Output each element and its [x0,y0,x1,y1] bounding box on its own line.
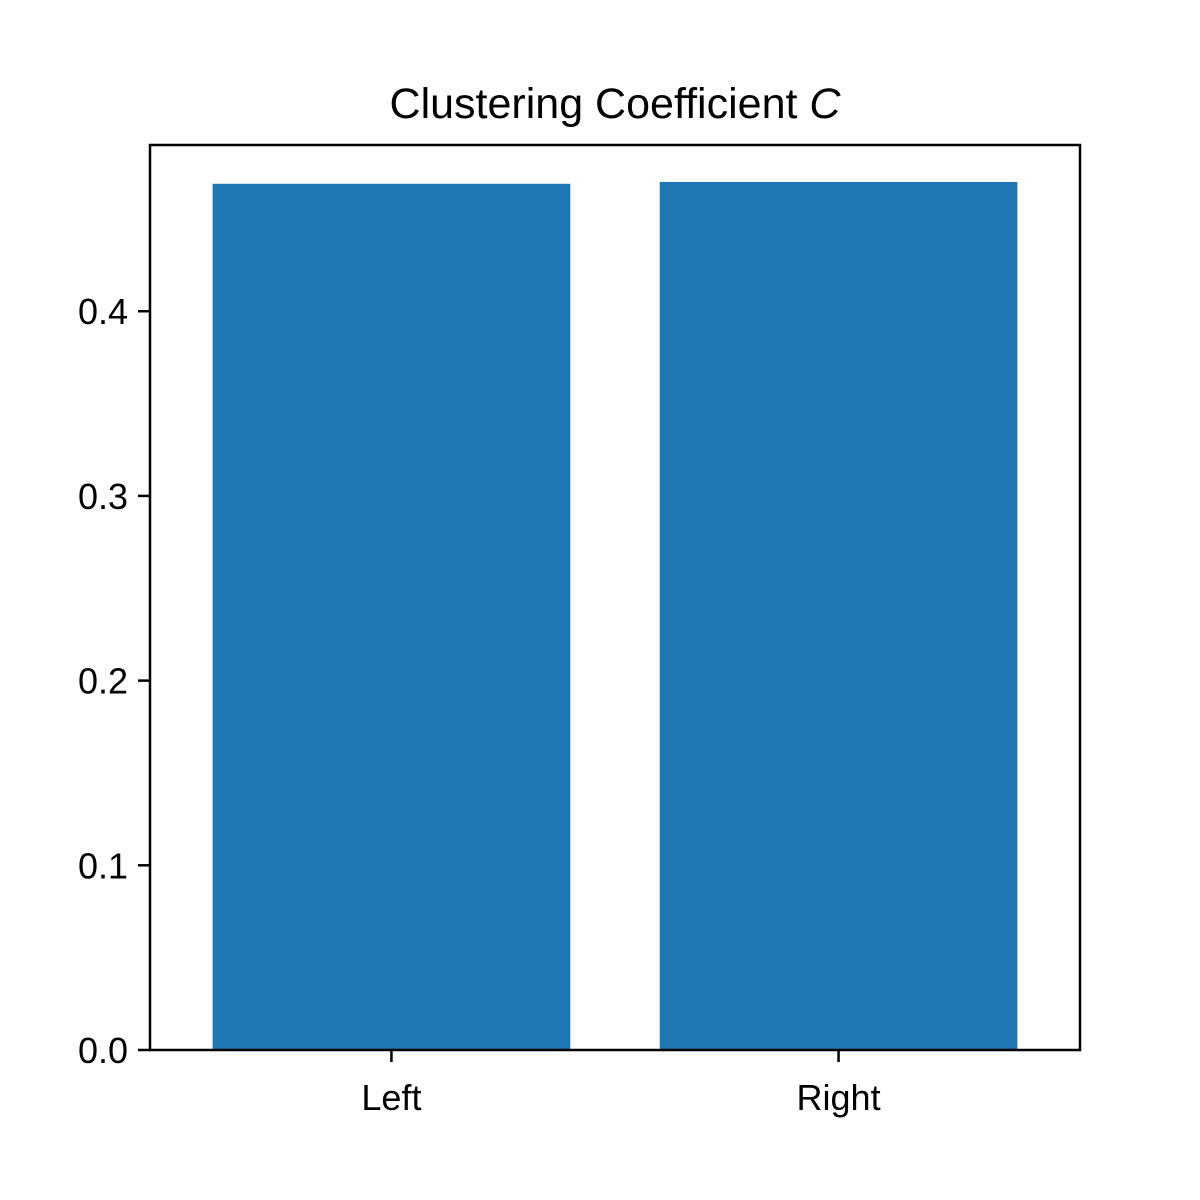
y-axis: 0.0 0.1 0.2 0.3 0.4 [78,291,150,1071]
y-tick-label: 0.4 [78,291,128,332]
chart-title-symbol: C [809,80,841,128]
chart-title: Clustering Coefficient C [390,80,842,128]
y-tick-label: 0.1 [78,845,128,886]
bar-left [212,183,571,1051]
y-tick-label: 0.2 [78,661,128,702]
x-tick-label-left: Left [361,1077,421,1118]
plot-area-frame [148,143,1082,1052]
bars-layer [212,181,1018,1051]
chart-title-text: Clustering Coefficient [390,80,810,128]
bar-right [659,181,1018,1050]
x-axis: Left Right [361,1050,881,1118]
y-tick-label: 0.0 [78,1030,128,1071]
x-tick-label-right: Right [797,1077,881,1118]
y-tick-label: 0.3 [78,476,128,517]
